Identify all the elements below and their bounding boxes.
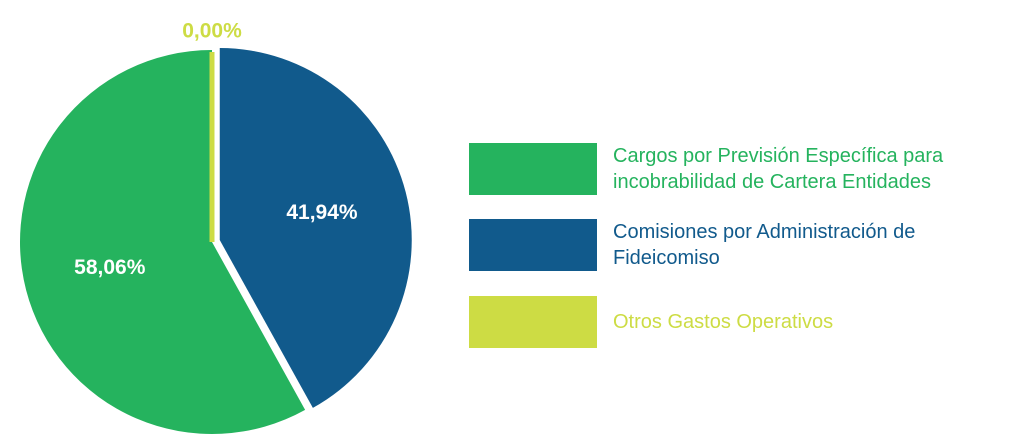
data-label: 58,06% <box>74 256 146 279</box>
legend-item: Otros Gastos Operativos <box>469 296 1008 348</box>
legend-item: Comisiones por Administración de Fideico… <box>469 219 1008 271</box>
pie-slice <box>20 50 306 435</box>
legend-label: Comisiones por Administración de Fideico… <box>613 221 916 269</box>
legend-item: Cargos por Previsión Específica para inc… <box>469 143 1008 195</box>
legend-label: Otros Gastos Operativos <box>613 311 834 333</box>
data-label: 41,94% <box>286 201 358 224</box>
pie-slice <box>219 47 412 408</box>
pie: 58,06% 41,94% 0,00% <box>20 20 412 435</box>
legend-swatch <box>469 143 597 195</box>
legend-swatch <box>469 219 597 271</box>
data-label: 0,00% <box>182 20 242 43</box>
legend-label: Cargos por Previsión Específica para inc… <box>613 145 944 193</box>
legend-swatch <box>469 296 597 348</box>
